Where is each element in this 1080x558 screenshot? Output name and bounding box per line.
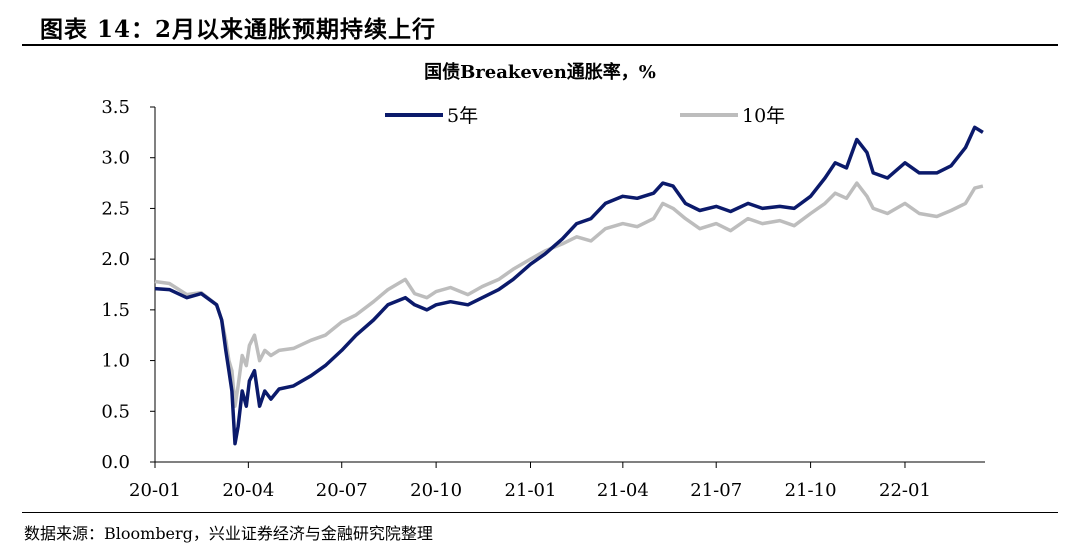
y-tick-label: 2.0 (101, 249, 130, 270)
x-tick-label: 21-07 (690, 480, 742, 501)
y-tick-label: 1.5 (101, 300, 130, 321)
x-tick-label: 21-01 (505, 480, 557, 501)
x-tick-label: 21-10 (785, 480, 837, 501)
legend-label-10y: 10年 (742, 105, 785, 127)
title-rule (22, 44, 1058, 46)
y-tick-label: 0.0 (101, 452, 130, 473)
y-tick-label: 1.0 (101, 351, 130, 372)
legend-label-5y: 5年 (447, 105, 478, 127)
x-tick-label: 22-01 (879, 480, 931, 501)
y-tick-label: 3.5 (101, 97, 130, 118)
x-tick-label: 20-10 (410, 480, 462, 501)
x-tick-label: 20-01 (129, 480, 181, 501)
y-tick-label: 0.5 (101, 401, 130, 422)
source-note: 数据来源：Bloomberg，兴业证券经济与金融研究院整理 (24, 524, 433, 543)
x-tick-label: 20-07 (316, 480, 368, 501)
x-tick-label: 21-04 (597, 480, 649, 501)
series-line-5y (154, 125, 984, 446)
chart-title: 国债Breakeven通胀率，% (424, 62, 656, 83)
y-tick-label: 2.5 (101, 198, 130, 219)
x-tick-label: 20-04 (222, 480, 274, 501)
figure-title: 图表 14：2月以来通胀预期持续上行 (40, 16, 437, 43)
series-line-10y (154, 181, 984, 408)
footer-rule (22, 512, 1058, 513)
y-tick-label: 3.0 (101, 148, 130, 169)
